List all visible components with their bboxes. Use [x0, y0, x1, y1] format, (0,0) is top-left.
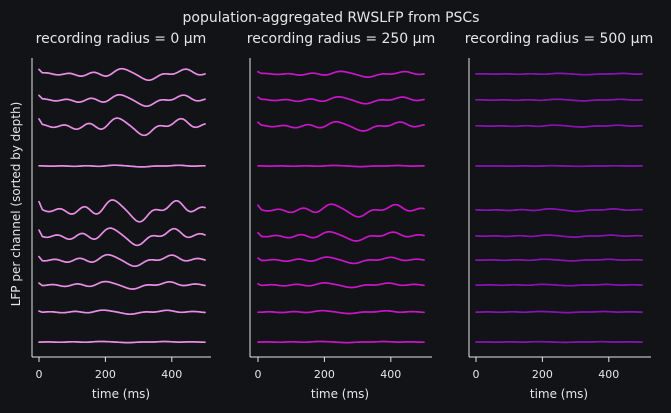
channel-trace-7	[38, 253, 206, 268]
channel-trace-5	[38, 199, 206, 223]
x-tick-label: 200	[314, 368, 335, 381]
channel-trace-2	[257, 95, 425, 105]
x-tick-label: 200	[532, 368, 553, 381]
channel-trace-9	[257, 309, 425, 315]
channel-trace-1	[257, 70, 425, 78]
panel-radius-500: recording radius = 500 µm time (ms) 0 200…	[465, 31, 653, 401]
channel-trace-4	[257, 164, 425, 168]
figure-title: population-aggregated RWSLFP from PSCs	[183, 10, 480, 26]
panel-radius-250: recording radius = 250 µm time (ms) 0 200…	[247, 31, 435, 401]
panel-title: recording radius = 500 µm	[465, 31, 653, 47]
x-tick-label: 0	[473, 368, 480, 381]
traces	[38, 67, 206, 344]
y-axis-label: LFP per channel (sorted by depth)	[9, 102, 23, 307]
channel-trace-10	[257, 340, 425, 344]
channel-trace-3	[475, 124, 643, 128]
channel-trace-1	[475, 72, 643, 76]
x-tick-label: 0	[36, 368, 43, 381]
x-tick-label: 0	[255, 368, 262, 381]
channel-trace-6	[257, 230, 425, 242]
panel-title: recording radius = 0 µm	[36, 31, 207, 47]
channel-trace-7	[257, 256, 425, 265]
panel-title: recording radius = 250 µm	[247, 31, 435, 47]
channel-trace-10	[475, 340, 643, 344]
x-axis-label: time (ms)	[530, 387, 588, 401]
channel-trace-5	[475, 207, 643, 213]
channel-trace-5	[257, 203, 425, 218]
x-axis-label: time (ms)	[311, 387, 369, 401]
x-tick-label: 400	[380, 368, 401, 381]
channel-trace-10	[38, 340, 206, 344]
channel-trace-2	[38, 93, 206, 108]
channel-trace-2	[475, 98, 643, 102]
channel-trace-4	[38, 164, 206, 168]
channel-trace-3	[38, 117, 206, 137]
channel-trace-8	[38, 280, 206, 290]
x-tick-label: 400	[598, 368, 619, 381]
x-ticks: 0 200 400	[255, 357, 401, 381]
traces	[257, 70, 425, 344]
channel-trace-3	[257, 120, 425, 132]
x-tick-label: 400	[161, 368, 182, 381]
channel-trace-9	[38, 309, 206, 316]
x-ticks: 0 200 400	[473, 357, 619, 381]
x-ticks: 0 200 400	[36, 357, 182, 381]
panel-radius-0: recording radius = 0 µm LFP per channel …	[9, 31, 211, 401]
traces	[475, 72, 643, 344]
channel-trace-1	[38, 67, 206, 82]
channel-trace-7	[475, 258, 643, 262]
channel-trace-6	[475, 234, 643, 238]
channel-trace-8	[257, 282, 425, 289]
channel-trace-4	[475, 164, 643, 168]
channel-trace-8	[475, 283, 643, 287]
channel-trace-9	[475, 310, 643, 314]
x-tick-label: 200	[95, 368, 116, 381]
x-axis-label: time (ms)	[92, 387, 150, 401]
channel-trace-6	[38, 227, 206, 247]
